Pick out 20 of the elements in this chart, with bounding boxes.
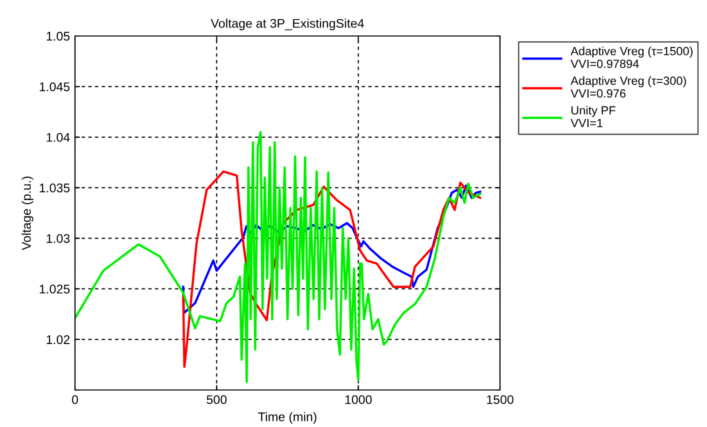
x-tick-label: 0 <box>72 395 78 404</box>
x-tick-label: 1000 <box>345 395 372 404</box>
x-axis-title: Time (min) <box>258 412 316 424</box>
line-series <box>75 130 482 384</box>
y-tick-label: 1.02 <box>46 335 70 344</box>
y-tick-label: 1.045 <box>40 82 70 92</box>
x-tick-label: 1500 <box>487 395 514 404</box>
y-tick-label: 1.025 <box>40 284 70 294</box>
y-axis-title: Voltage (p.u.) <box>22 176 34 250</box>
chart-title: Voltage at 3P_ExistingSite4 <box>210 18 364 30</box>
legend-label: Unity PF VVI=1 <box>570 106 616 128</box>
legend-label: Adaptive Vreg (τ=300) VVI=0.976 <box>570 76 686 98</box>
y-tick-label: 1.03 <box>46 234 70 243</box>
y-tick-label: 1.035 <box>40 184 70 192</box>
y-tick-label: 1.05 <box>46 32 70 41</box>
line-series <box>182 184 482 314</box>
x-tick-label: 500 <box>206 395 227 404</box>
line-series <box>182 170 482 368</box>
legend-label: Adaptive Vreg (τ=1500) VVI=0.97894 <box>570 46 693 68</box>
y-tick-label: 1.04 <box>46 132 70 142</box>
